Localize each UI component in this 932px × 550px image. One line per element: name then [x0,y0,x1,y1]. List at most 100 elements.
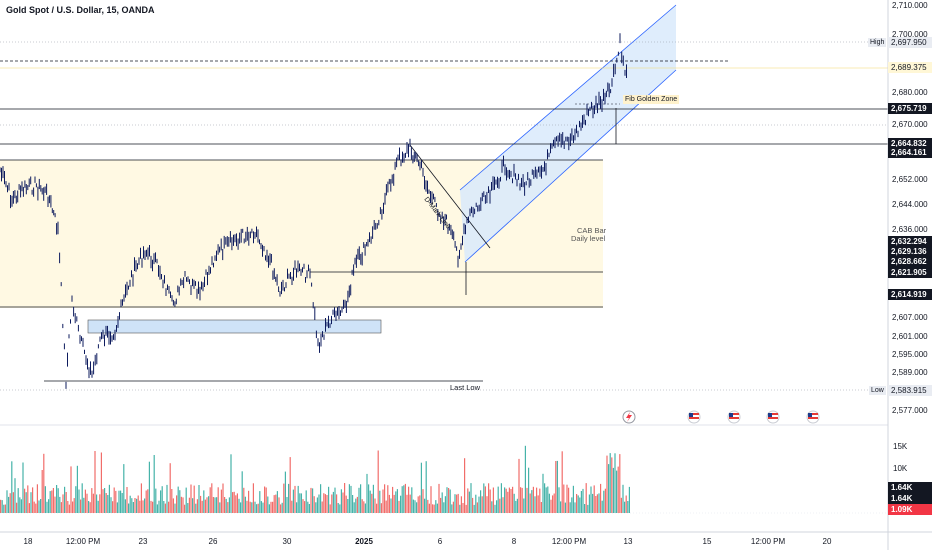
volume-bar [454,494,456,513]
volume-bar [518,458,520,513]
volume-bar [320,484,322,513]
volume-bar [545,487,547,513]
volume-bar [254,501,256,513]
volume-bar [531,490,533,513]
volume-bar [548,493,550,513]
volume-bar [121,493,123,513]
volume-bar [257,503,259,513]
volume-bar [508,487,510,513]
volume-bar [328,486,330,513]
volume-bar [27,485,29,513]
volume-bar [524,445,526,513]
volume-bar [368,484,370,513]
volume-bar [334,487,336,513]
volume-bar [430,486,432,513]
volume-bar [505,488,507,513]
us-flag-icon[interactable] [806,410,820,424]
volume-bar [387,485,389,513]
volume-bar [32,487,34,513]
volume-bar [446,487,448,513]
time-tick: 8 [511,537,517,546]
volume-bar [124,499,126,513]
volume-bar [577,495,579,513]
volume-bar [460,496,462,513]
volume-bar [571,497,573,513]
volume-bar [302,499,304,513]
volume-bar [412,499,414,513]
volume-bar [147,489,149,513]
volume-bar [627,501,629,513]
volume-bar [28,503,30,513]
volume-bar [96,494,98,513]
volume-bar [406,494,408,513]
time-tick: 12:00 PM [65,537,101,546]
volume-bar [404,483,406,513]
us-flag-icon[interactable] [687,410,701,424]
level-tag: 2,675.719 [888,103,932,114]
volume-bar [128,503,130,513]
volume-bar [561,451,563,513]
volume-bar [12,492,14,513]
volume-bar [436,503,438,513]
volume-bar [281,502,283,513]
volume-bar [224,497,226,513]
volume-bar [428,503,430,513]
volume-bar [316,497,318,513]
volume-bar [89,502,91,513]
volume-bar [163,501,165,513]
volume-bar [139,500,141,513]
volume-bar [520,487,522,513]
volume-bar [456,494,458,513]
volume-bar [72,501,74,513]
volume-bar [292,489,294,513]
price-tick: 2,700.000 [892,30,928,39]
volume-bar [512,486,514,513]
price-tick: 2,601.000 [892,332,928,341]
volume-bar [110,497,112,513]
volume-bar [177,486,179,513]
volume-bar [25,492,27,513]
volume-bar [225,498,227,513]
volume-bar [201,500,203,513]
volume-bar [30,492,32,513]
volume-bar [504,487,506,513]
us-flag-icon[interactable] [766,410,780,424]
volume-bar [585,483,587,513]
volume-bar [156,504,158,513]
volume-bar [288,483,290,513]
volume-bar [113,487,115,513]
volume-bar [217,487,219,513]
us-flag-icon[interactable] [727,410,741,424]
volume-bar [9,493,11,513]
volume-bar [203,490,205,513]
volume-bar [49,491,51,513]
lightning-event-icon[interactable] [622,410,636,424]
volume-bar [590,486,592,513]
volume-bar [4,504,6,513]
volume-bar [425,461,427,513]
volume-bar [624,501,626,513]
volume-bar [204,499,206,513]
volume-bar [432,504,434,513]
volume-bar [424,498,426,513]
volume-bar [435,500,437,513]
volume-bar [358,487,360,513]
volume-bar [243,487,245,513]
volume-bar [516,498,518,513]
volume-bar [236,493,238,513]
volume-bar [112,501,114,513]
volume-bar [595,496,597,513]
volume-bar [136,498,138,513]
volume-bar [57,488,59,513]
volume-bar [612,467,614,513]
volume-bar [233,491,235,513]
volume-bar [532,486,534,513]
volume-bar [411,487,413,513]
volume-bar [171,489,173,513]
volume-bar [371,493,373,513]
volume-bar [62,494,64,513]
volume-bar [462,503,464,513]
volume-bar [17,488,19,513]
volume-bar [403,485,405,513]
